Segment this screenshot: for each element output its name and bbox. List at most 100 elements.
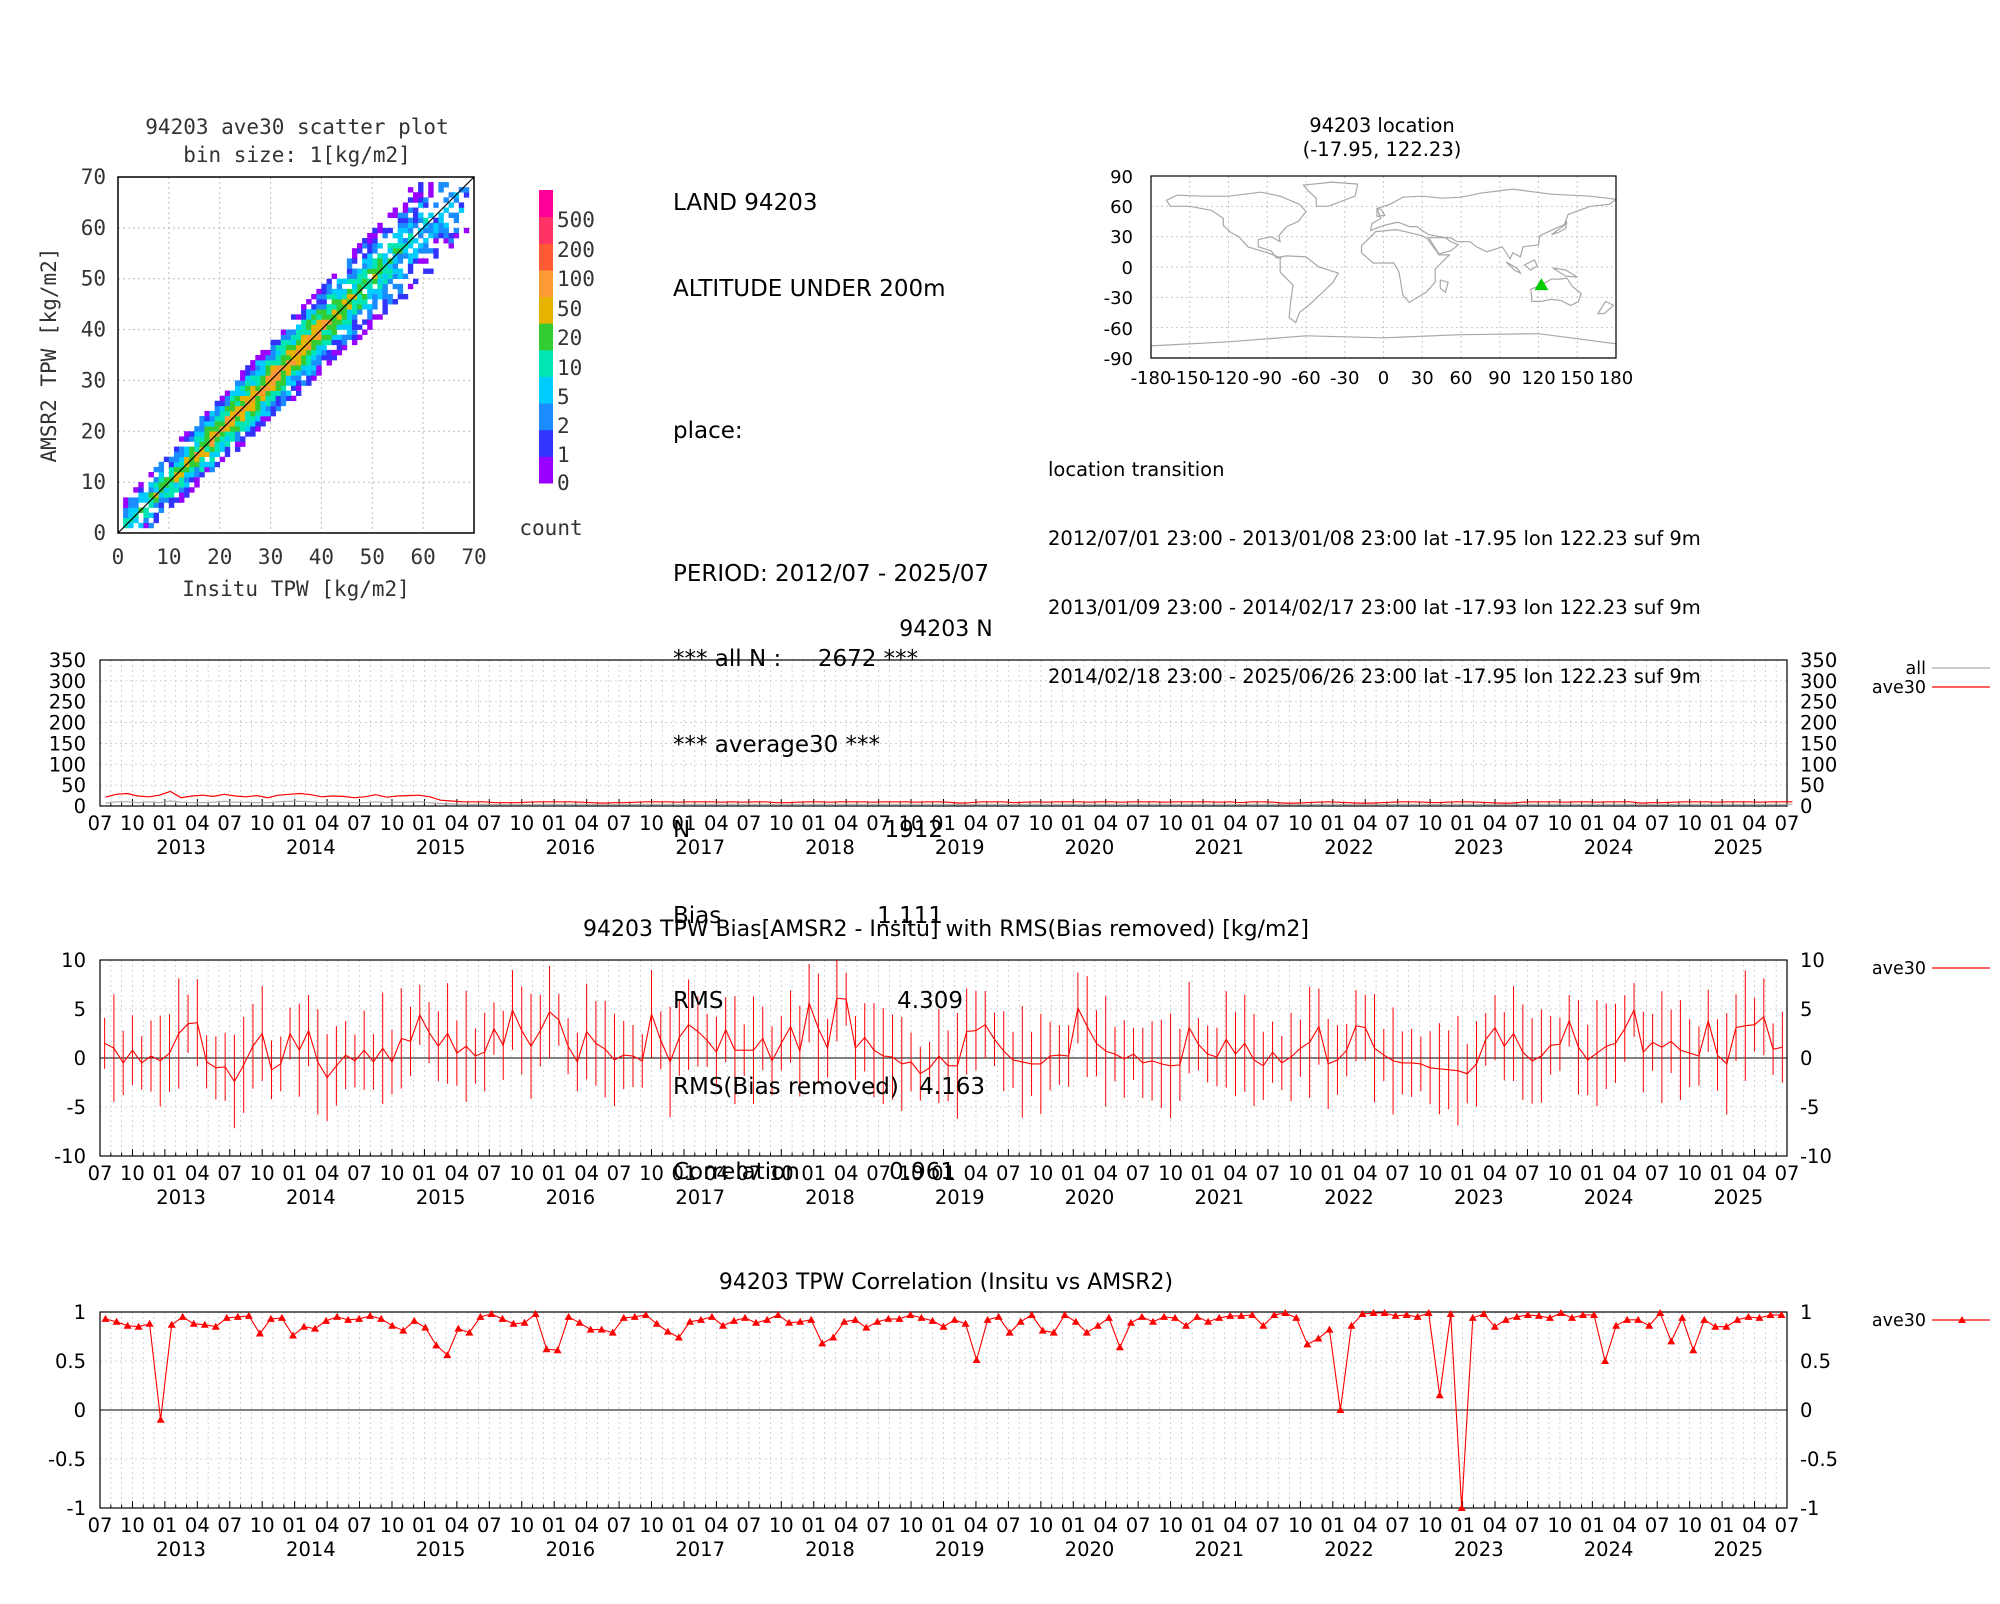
corr-point-marker (333, 1312, 342, 1320)
scatter-bin (123, 502, 129, 508)
scatter-bin (234, 385, 241, 391)
corr-point-marker (840, 1317, 849, 1325)
station-info: LAND 94203 ALTITUDE UNDER 200m place: PE… (673, 132, 989, 1244)
scatter-bin (341, 278, 348, 285)
bias-month-label: 04 (964, 1162, 989, 1185)
map-lon-label: 180 (1599, 368, 1633, 389)
scatter-bin (418, 248, 424, 254)
scatter-bin (296, 385, 302, 391)
scatter-bin (331, 349, 337, 356)
scatter-bin (397, 273, 404, 280)
scatter-bin (270, 355, 276, 361)
scatter-bin (311, 365, 317, 371)
scatter-bin (260, 380, 266, 386)
scatter-bin (407, 197, 414, 203)
scatter-bin (392, 268, 399, 274)
transition-row: 2014/02/18 23:00 - 2025/06/26 23:00 lat … (1048, 665, 1701, 688)
corr-point-marker (1115, 1343, 1124, 1351)
corr-point-marker (597, 1325, 606, 1333)
corr-point-marker (1182, 1321, 1191, 1329)
scatter-bin (392, 212, 399, 218)
scatter-bin (438, 212, 444, 218)
scatter-bin (301, 360, 307, 366)
n-month-label: 04 (1353, 812, 1378, 835)
map-frame (1150, 175, 1617, 359)
bias-year-label: 2015 (416, 1186, 466, 1209)
scatter-bin (240, 400, 246, 407)
scatter-bin (433, 217, 439, 224)
scatter-bin (418, 202, 424, 208)
n-month-label: 07 (1645, 812, 1670, 835)
corr-point-marker (619, 1313, 628, 1321)
bias-ytick-label: 0 (74, 1047, 86, 1070)
bias-ytick-label-right: 5 (1800, 998, 1812, 1021)
scatter-bin (372, 288, 378, 295)
scatter-bin (397, 212, 404, 218)
scatter-bin (331, 339, 337, 346)
bias-ytick-label-right: 0 (1800, 1047, 1812, 1070)
scatter-bin (367, 324, 373, 330)
scatter-bin (173, 482, 180, 488)
stat-label: N (673, 817, 691, 843)
scatter-bin (296, 365, 302, 371)
corr-month-label: 01 (412, 1514, 437, 1537)
scatter-bin (301, 319, 307, 325)
scatter-bin (250, 405, 256, 412)
scatter-bin (265, 370, 271, 376)
scatter-bin (179, 487, 185, 493)
corr-point-marker (531, 1309, 540, 1317)
scatter-bin (407, 222, 414, 229)
corr-point-marker (1667, 1337, 1676, 1345)
corr-point-marker (189, 1319, 198, 1327)
scatter-bin (331, 334, 337, 341)
scatter-bin (311, 329, 317, 335)
scatter-bin (316, 349, 322, 356)
scatter-bin (173, 477, 180, 483)
scatter-bin (158, 507, 165, 513)
scatter-bin (194, 482, 200, 488)
corr-point-marker (718, 1321, 727, 1329)
scatter-bin (331, 304, 337, 310)
corr-point-marker (1733, 1315, 1742, 1323)
scatter-bin (407, 268, 414, 274)
n-ytick-label-right: 350 (1800, 649, 1837, 672)
scatter-bin (168, 487, 175, 493)
n-year-label: 2015 (416, 836, 466, 859)
bias-month-label: 07 (1126, 1162, 1151, 1185)
scatter-bin (245, 385, 251, 391)
corr-point-marker (1358, 1309, 1367, 1317)
scatter-bin (331, 309, 337, 315)
scatter-bin (240, 370, 246, 376)
corr-point-marker (1148, 1317, 1157, 1325)
colorbar-swatch (539, 296, 553, 324)
scatter-bin (270, 370, 276, 376)
scatter-bin (362, 293, 368, 300)
scatter-bin (357, 334, 363, 341)
corr-month-label: 04 (964, 1514, 989, 1537)
scatter-bin (346, 278, 353, 285)
colorbar-level-label: 200 (557, 238, 595, 262)
scatter-bin (382, 232, 388, 239)
n-ytick-label-right: 100 (1800, 753, 1837, 776)
scatter-bin (351, 299, 358, 305)
scatter-bin (346, 273, 353, 280)
bias-month-label: 10 (120, 1162, 145, 1185)
corr-point-marker (906, 1310, 915, 1318)
bias-month-label: 10 (1677, 1162, 1702, 1185)
scatter-bin (367, 243, 373, 249)
scatter-bin (392, 273, 399, 280)
bias-month-label: 04 (1483, 1162, 1508, 1185)
scatter-bin (402, 227, 409, 234)
scatter-bin (326, 334, 332, 341)
scatter-bin (428, 248, 434, 254)
scatter-bin (234, 436, 241, 442)
bias-ytick-label: -10 (54, 1145, 86, 1168)
scatter-bin (265, 349, 271, 356)
bias-year-label: 2014 (286, 1186, 336, 1209)
scatter-bin (255, 426, 261, 432)
corr-month-label: 10 (1418, 1514, 1443, 1537)
scatter-bin (285, 375, 292, 381)
scatter-bin (407, 207, 414, 213)
bias-month-label: 07 (1775, 1162, 1800, 1185)
